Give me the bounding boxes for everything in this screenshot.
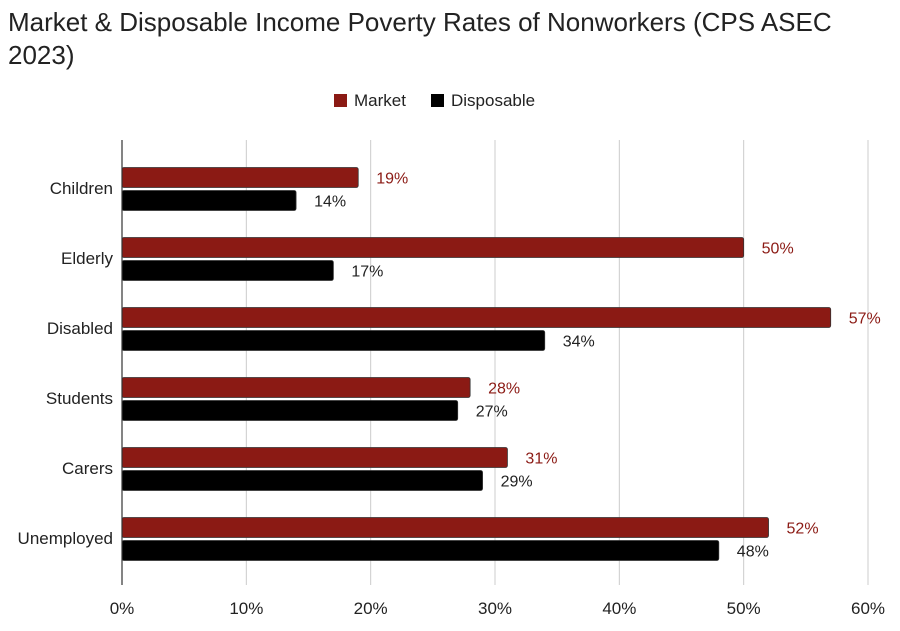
y-tick-label-disabled: Disabled xyxy=(47,319,113,338)
bar-disposable-disabled xyxy=(121,330,546,351)
bar-market-students xyxy=(121,377,471,398)
x-tick-label: 40% xyxy=(602,599,636,618)
x-tick-label: 50% xyxy=(727,599,761,618)
bar-market-carers xyxy=(121,447,508,468)
y-tick-label-students: Students xyxy=(46,389,113,408)
y-tick-label-unemployed: Unemployed xyxy=(18,529,113,548)
data-label-market-elderly: 50% xyxy=(762,241,794,258)
data-label-market-children: 19% xyxy=(376,171,408,188)
chart-title: Market & Disposable Income Poverty Rates… xyxy=(8,7,832,70)
data-label-disposable-carers: 29% xyxy=(501,474,533,491)
data-label-market-disabled: 57% xyxy=(849,311,881,328)
bar-market-disabled xyxy=(121,307,832,328)
data-label-disposable-elderly: 17% xyxy=(351,264,383,281)
data-label-disposable-children: 14% xyxy=(314,194,346,211)
bar-disposable-unemployed xyxy=(121,540,720,561)
data-label-market-students: 28% xyxy=(488,381,520,398)
data-label-disposable-students: 27% xyxy=(476,404,508,421)
legend: Market Disposable xyxy=(334,91,535,110)
data-label-disposable-disabled: 34% xyxy=(563,334,595,351)
bar-market-unemployed xyxy=(121,517,769,538)
x-tick-label: 60% xyxy=(851,599,885,618)
x-tick-label: 0% xyxy=(110,599,135,618)
y-axis: Children Elderly Disabled Students Carers Une… xyxy=(18,140,123,585)
data-label-disposable-unemployed: 48% xyxy=(737,544,769,561)
x-tick-label: 20% xyxy=(354,599,388,618)
x-axis: 0% 10% 20% 30% 40% 50% 60% xyxy=(110,599,885,618)
bar-market-children xyxy=(121,167,359,188)
data-label-market-carers: 31% xyxy=(525,451,557,468)
gridlines xyxy=(245,140,869,585)
y-tick-label-carers: Carers xyxy=(62,459,113,478)
bar-disposable-carers xyxy=(121,470,483,491)
y-tick-label-elderly: Elderly xyxy=(61,249,113,268)
bar-disposable-students xyxy=(121,400,459,421)
bar-disposable-children xyxy=(121,190,297,211)
legend-label-disposable: Disposable xyxy=(451,91,535,110)
data-label-market-unemployed: 52% xyxy=(787,521,819,538)
legend-swatch-disposable xyxy=(431,94,444,107)
legend-swatch-market xyxy=(334,94,347,107)
bar-disposable-elderly xyxy=(121,260,334,281)
value-labels: 19% 14% 50% 17% 57% 34% 28% 27% 31% 29% 52% 48% xyxy=(314,171,881,561)
bar-market-elderly xyxy=(121,237,745,258)
y-tick-label-children: Children xyxy=(50,179,113,198)
x-tick-label: 30% xyxy=(478,599,512,618)
bars xyxy=(121,167,832,561)
legend-label-market: Market xyxy=(354,91,406,110)
x-tick-label: 10% xyxy=(229,599,263,618)
